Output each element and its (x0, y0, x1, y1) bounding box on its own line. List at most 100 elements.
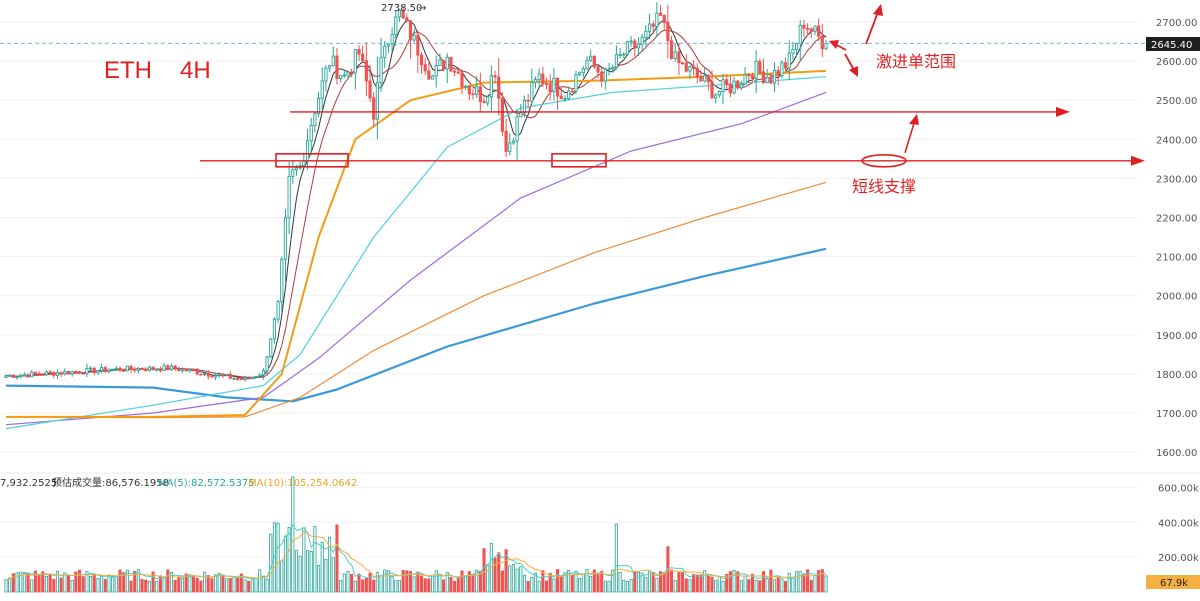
candle-body (460, 72, 464, 88)
candle-body (228, 373, 232, 379)
candle-body (283, 217, 288, 260)
volume-bar (670, 569, 674, 593)
volume-bar (449, 576, 453, 593)
candle-body (85, 368, 89, 375)
volume-bar (732, 570, 736, 593)
volume-bar (37, 574, 41, 593)
candle-body (158, 368, 163, 372)
candle-body (199, 373, 203, 376)
candle-body (441, 59, 446, 70)
volume-bar (824, 575, 828, 593)
candle-body (48, 371, 52, 374)
volume-bar (78, 569, 82, 593)
volume-bar (324, 558, 328, 593)
ma-cyan-line (5, 76, 827, 430)
volume-bar (703, 570, 707, 593)
volume-bar (8, 577, 12, 593)
volume-bar (258, 569, 262, 593)
volume-bar (225, 578, 229, 593)
volume-bar (283, 536, 288, 593)
range-arrow-up (865, 11, 879, 45)
volume-bar (55, 570, 60, 593)
range-arrowhead-down (849, 66, 858, 77)
volume-bar (203, 571, 207, 593)
candle-body (324, 67, 328, 82)
candle-body (780, 62, 784, 77)
volume-bar (184, 573, 188, 593)
volume-ma10: MA(10):105,254.0642 (248, 478, 357, 489)
candle-body (471, 93, 475, 96)
candle-body (118, 367, 122, 371)
candle-body (247, 377, 251, 380)
candle-body (596, 66, 600, 73)
volume-bar (537, 580, 541, 593)
volume-bar (140, 578, 144, 593)
current-volume: 67.9k (1160, 578, 1188, 589)
current-price-badge (1146, 37, 1200, 51)
volume-bar (717, 576, 721, 593)
link-arrowhead (909, 113, 919, 125)
candle-body (519, 112, 523, 118)
volume-bar (574, 570, 578, 593)
volume-bar (114, 575, 118, 593)
candle-body (607, 68, 611, 71)
volume-bar (342, 573, 346, 593)
candle-body (769, 76, 773, 84)
volume-bar (784, 581, 788, 593)
volume-bar (464, 575, 468, 593)
candle-body (614, 54, 618, 68)
volume-bar (467, 571, 471, 593)
candle-body (725, 79, 729, 86)
volume-bar (269, 533, 273, 593)
volume-bar (22, 572, 26, 593)
candle-body (26, 374, 30, 378)
candle-body (346, 71, 350, 76)
volume-bar (96, 578, 100, 593)
volume-bar (89, 575, 93, 593)
volume-bar (504, 549, 508, 593)
candle-body (111, 368, 115, 371)
candle-body (166, 365, 170, 370)
volume-bar (247, 580, 251, 593)
candle-body (52, 371, 56, 376)
candle-body (100, 367, 104, 372)
volume-bar (695, 574, 699, 593)
volume-bar (52, 578, 56, 593)
volume-bar (419, 575, 424, 593)
candle-body (335, 55, 339, 80)
candle-body (692, 66, 696, 70)
ma-long-blue-line (5, 247, 827, 403)
candle-body (600, 71, 604, 82)
volume-bar (611, 569, 615, 593)
candle-body (320, 80, 324, 99)
volume-bar (769, 569, 773, 593)
volume-bar (434, 570, 438, 593)
volume-bar (530, 576, 534, 593)
candle-body (809, 28, 813, 32)
candle-body (655, 12, 659, 28)
volume-bar (74, 571, 78, 593)
candlesticks (4, 2, 828, 382)
candle-body (125, 365, 129, 372)
candle-body (11, 374, 15, 378)
volume-bar (416, 571, 420, 593)
volume-bar (578, 578, 582, 593)
candle-body (372, 97, 376, 120)
candle-body (239, 378, 243, 381)
volume-bar (305, 550, 310, 593)
volume-bar (280, 560, 284, 593)
volume-bar (33, 570, 37, 593)
volume-bar (136, 569, 140, 593)
high-marker-label: 2738.50 (381, 3, 422, 14)
candle-body (552, 77, 556, 93)
candle-body (412, 34, 416, 41)
candle-body (133, 368, 137, 371)
price-tick-label: 1600.00 (1156, 448, 1197, 459)
volume-bar (640, 572, 644, 593)
volume-bar (592, 569, 596, 593)
volume-bar (556, 569, 560, 593)
volume-bar (526, 581, 530, 593)
candle-body (695, 68, 699, 78)
volume-bar (511, 564, 515, 593)
